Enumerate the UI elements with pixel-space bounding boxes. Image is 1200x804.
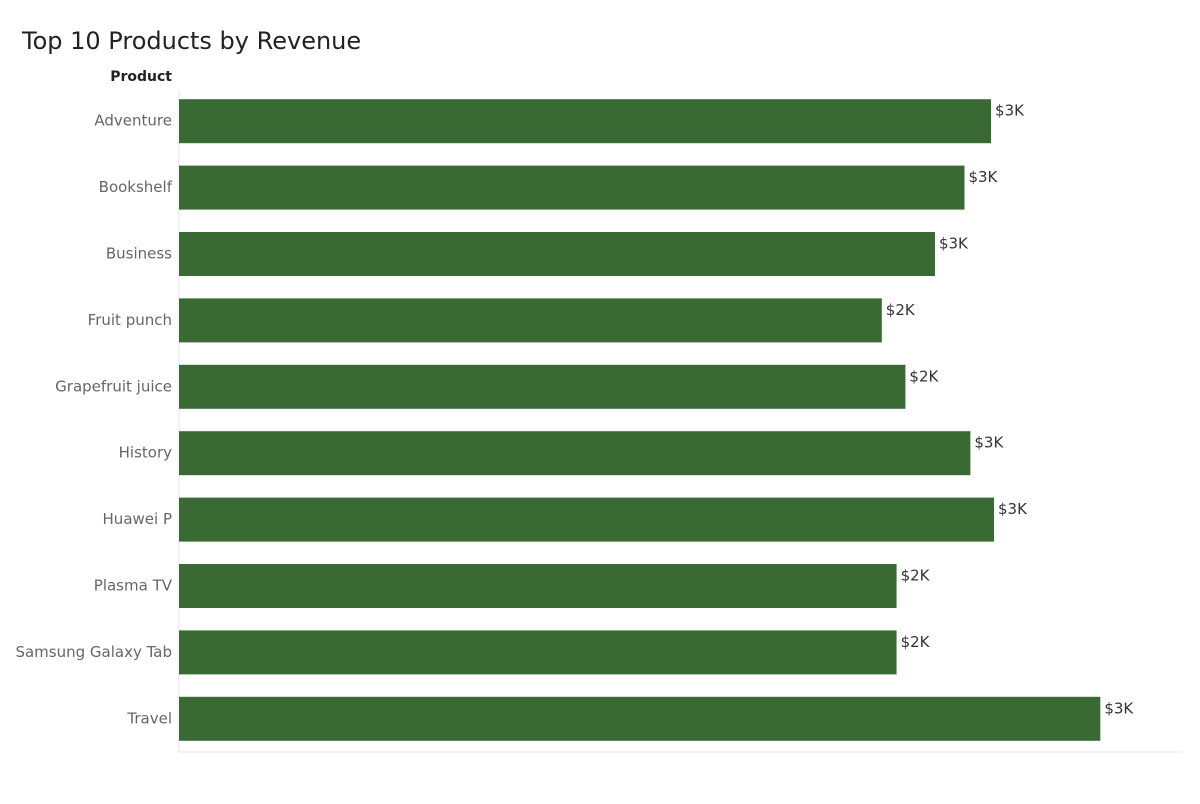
value-label: $2K [901,633,931,651]
y-tick-label: Huawei P [103,510,172,528]
y-tick-label: History [119,444,172,462]
bar [179,497,995,542]
value-label: $3K [974,434,1004,452]
y-tick-label: Grapefruit juice [55,377,172,395]
value-label: $3K [1104,699,1134,717]
y-tick-label: Bookshelf [99,178,173,196]
bar [179,564,897,608]
value-label: $2K [901,567,931,585]
y-tick-label: Plasma TV [94,577,173,595]
value-label: $2K [886,301,916,319]
y-tick-label: Business [106,245,172,263]
chart-title: Top 10 Products by Revenue [21,27,361,55]
y-tick-label: Fruit punch [88,311,172,329]
y-axis-label: Product [110,69,172,85]
y-tick-label: Samsung Galaxy Tab [15,643,172,661]
value-label: $3K [968,168,998,186]
y-tick-label: Travel [126,709,172,727]
bar [179,298,882,343]
value-label: $3K [998,500,1028,518]
bar [179,431,971,476]
bar [179,696,1101,741]
bar [179,232,935,276]
bar [179,165,965,210]
bar [179,99,992,144]
y-tick-label: Adventure [94,112,172,130]
value-label: $2K [909,367,939,385]
bar [179,364,906,409]
value-label: $3K [995,102,1025,120]
bar [179,630,897,675]
value-label: $3K [939,235,969,253]
